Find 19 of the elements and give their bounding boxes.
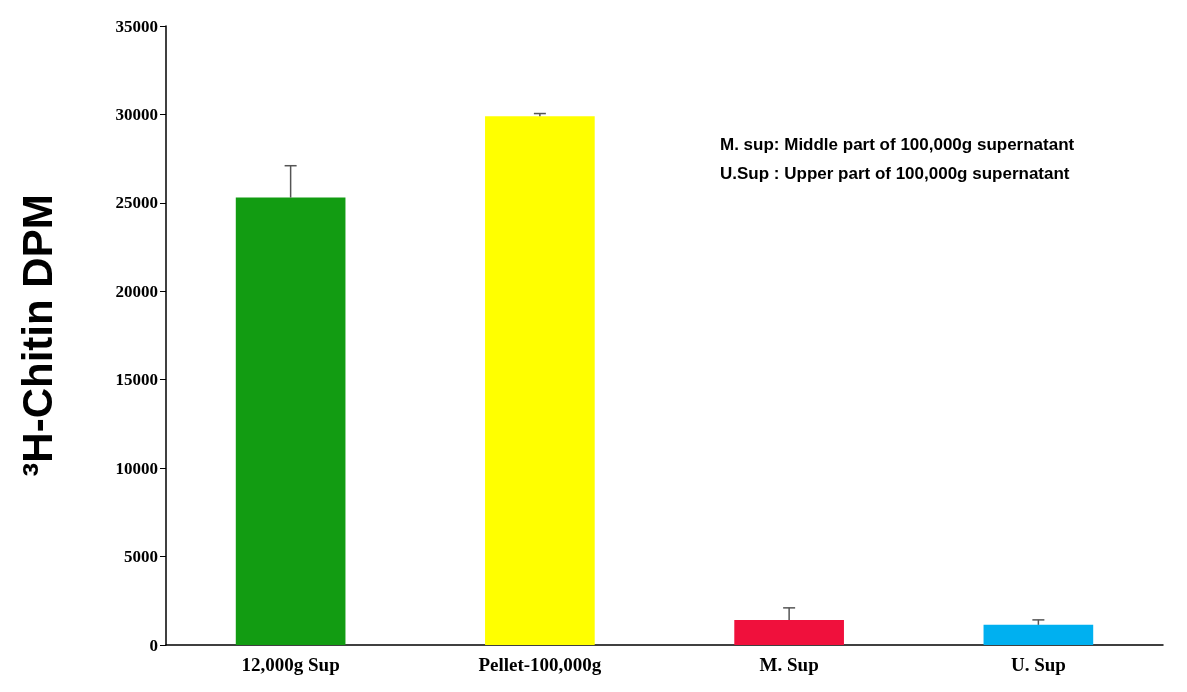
y-tick-label: 5000	[124, 547, 158, 567]
y-tick-label: 30000	[115, 104, 158, 124]
bar	[734, 619, 844, 645]
y-tick-label: 10000	[115, 458, 158, 478]
y-tick-label: 35000	[115, 16, 158, 36]
y-tick-label: 0	[149, 635, 158, 655]
y-tick-label: 20000	[115, 281, 158, 301]
x-tick-label: 12,000g Sup	[241, 654, 340, 675]
x-tick-label: U. Sup	[1010, 654, 1066, 675]
bar	[983, 624, 1094, 645]
annotation: M. sup: Middle part of 100,000g supernatant	[720, 134, 1076, 156]
y-tick-label: 25000	[115, 193, 158, 213]
bar	[235, 197, 346, 645]
x-tick-label: Pellet-100,000g	[478, 654, 602, 675]
y-axis-title: ³H-Chitin DPM	[13, 194, 61, 477]
annotation: U.Sup : Upper part of 100,000g supernatant	[720, 163, 1071, 185]
x-tick-label: M. Sup	[759, 654, 819, 675]
bar	[485, 116, 595, 645]
y-tick-label: 15000	[115, 370, 158, 390]
